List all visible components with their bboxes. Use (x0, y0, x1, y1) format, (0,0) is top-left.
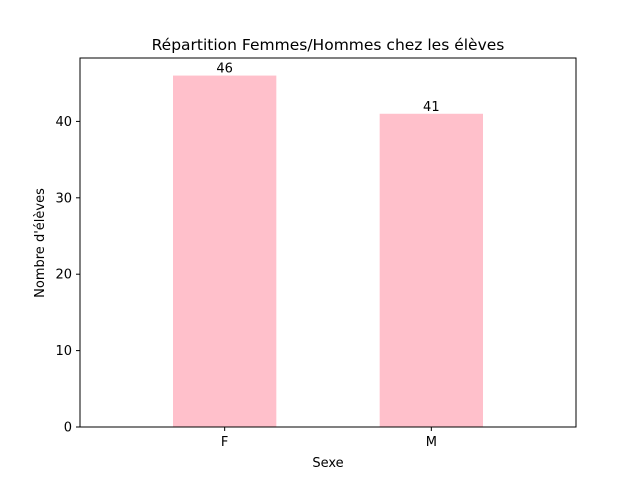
axes-frame (79, 57, 577, 428)
bar-F (173, 75, 277, 428)
y-tick-label: 40 (55, 115, 72, 130)
y-tick-label: 0 (64, 421, 72, 436)
y-tick-label: 20 (55, 268, 72, 283)
y-tick-label: 10 (55, 344, 72, 359)
data-label-M: 41 (423, 100, 440, 115)
x-tick-label-M: M (426, 435, 437, 450)
chart-title: Répartition Femmes/Hommes chez les élève… (152, 36, 505, 54)
y-tick-label: 30 (55, 191, 72, 206)
plot-area: 46 41 0 10 20 30 40 F M (55, 57, 577, 450)
bar-M (379, 113, 483, 427)
x-tick-label-F: F (221, 435, 228, 450)
data-label-F: 46 (216, 62, 233, 77)
x-axis-label: Sexe (312, 456, 343, 471)
y-axis-label: Nombre d'élèves (33, 188, 48, 298)
